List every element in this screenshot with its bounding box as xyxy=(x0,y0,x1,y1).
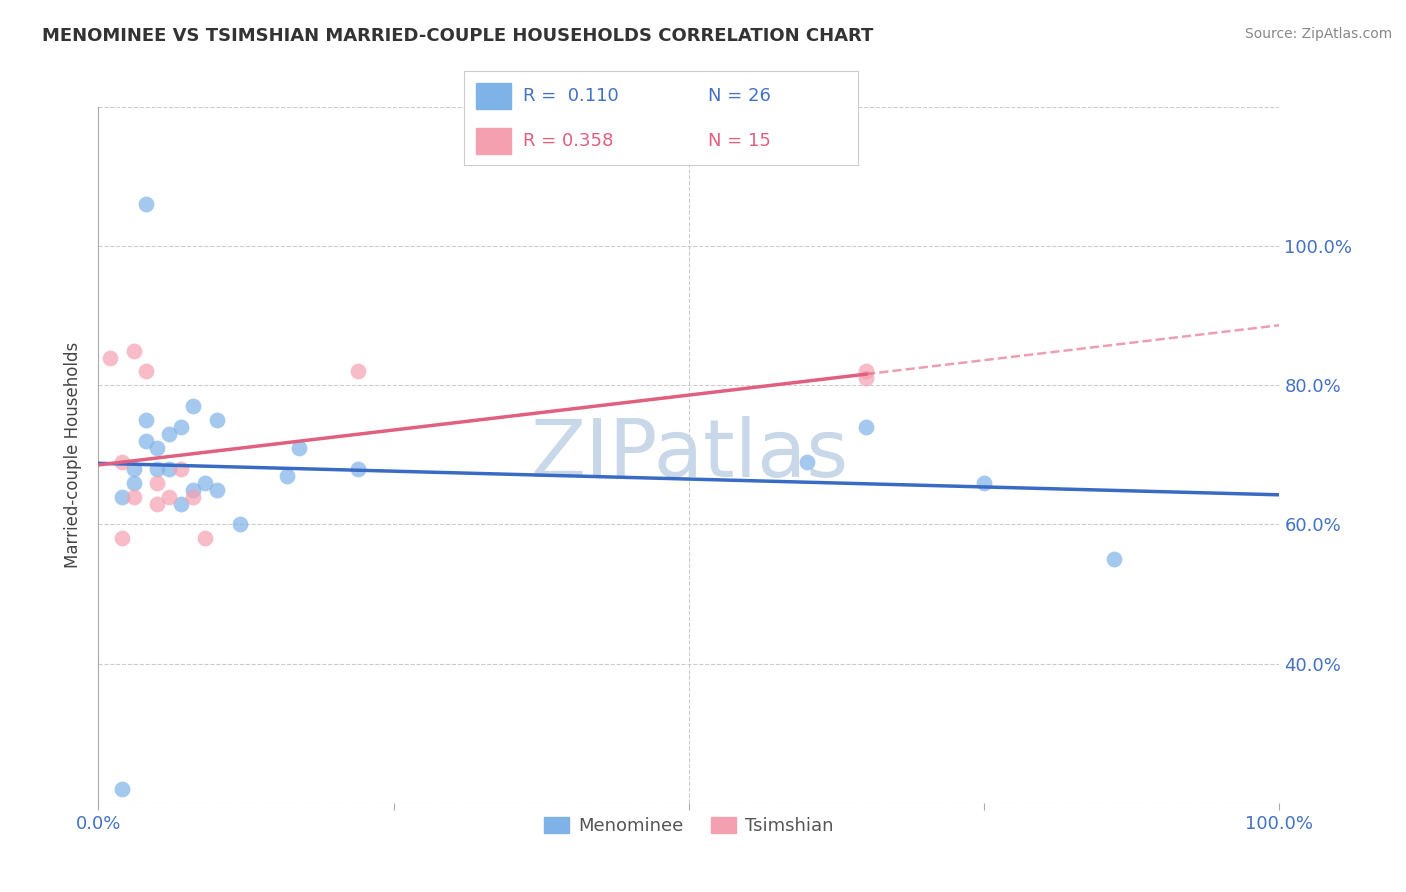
Point xyxy=(111,455,134,469)
Point xyxy=(288,441,311,455)
Point xyxy=(796,455,818,469)
Y-axis label: Married-couple Households: Married-couple Households xyxy=(65,342,83,568)
Text: N = 26: N = 26 xyxy=(709,87,770,104)
Point xyxy=(122,343,145,358)
Point xyxy=(146,441,169,455)
Point xyxy=(146,497,169,511)
Point xyxy=(194,532,217,546)
Text: Source: ZipAtlas.com: Source: ZipAtlas.com xyxy=(1244,27,1392,41)
Point xyxy=(135,197,157,211)
Point xyxy=(135,434,157,448)
Text: R =  0.110: R = 0.110 xyxy=(523,87,619,104)
Point xyxy=(181,483,204,497)
Text: MENOMINEE VS TSIMSHIAN MARRIED-COUPLE HOUSEHOLDS CORRELATION CHART: MENOMINEE VS TSIMSHIAN MARRIED-COUPLE HO… xyxy=(42,27,873,45)
Point xyxy=(181,490,204,504)
Point xyxy=(122,462,145,476)
Point xyxy=(855,420,877,434)
Bar xyxy=(475,128,512,153)
Point xyxy=(855,371,877,385)
Point xyxy=(181,399,204,413)
Point xyxy=(855,364,877,378)
Bar xyxy=(475,83,512,109)
Point xyxy=(157,490,180,504)
Point xyxy=(157,462,180,476)
Point xyxy=(205,483,228,497)
Point xyxy=(347,364,370,378)
Point xyxy=(111,532,134,546)
Point xyxy=(229,517,252,532)
Point xyxy=(347,462,370,476)
Point xyxy=(122,475,145,490)
Point xyxy=(205,413,228,427)
Point xyxy=(111,490,134,504)
Point xyxy=(1102,552,1125,566)
Point xyxy=(146,475,169,490)
Point xyxy=(170,420,193,434)
Point xyxy=(122,490,145,504)
Point xyxy=(135,413,157,427)
Point xyxy=(111,781,134,796)
Point xyxy=(170,462,193,476)
Legend: Menominee, Tsimshian: Menominee, Tsimshian xyxy=(537,810,841,842)
Point xyxy=(146,462,169,476)
Point xyxy=(194,475,217,490)
Text: R = 0.358: R = 0.358 xyxy=(523,132,613,150)
Point xyxy=(98,351,121,365)
Point xyxy=(276,468,298,483)
Text: ZIPatlas: ZIPatlas xyxy=(530,416,848,494)
Point xyxy=(973,475,995,490)
Point xyxy=(157,427,180,442)
Point xyxy=(170,497,193,511)
Text: N = 15: N = 15 xyxy=(709,132,770,150)
Point xyxy=(135,364,157,378)
